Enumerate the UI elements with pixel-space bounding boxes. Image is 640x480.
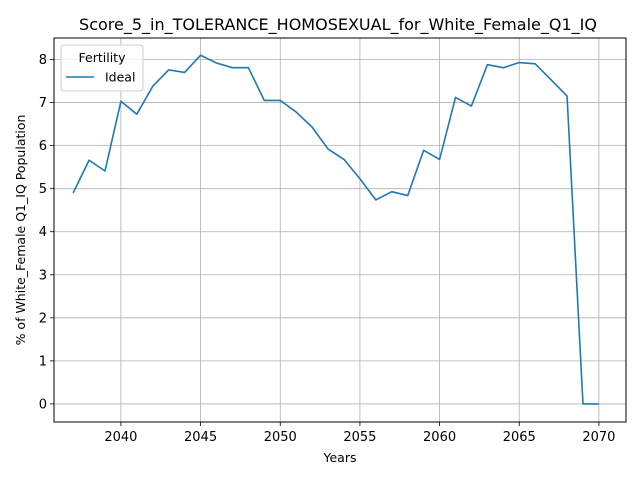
- x-tick-label: 2055: [343, 430, 376, 445]
- y-tick-label: 0: [39, 397, 47, 412]
- y-tick-label: 2: [39, 311, 47, 326]
- x-tick-label: 2050: [264, 430, 297, 445]
- y-tick-label: 3: [39, 268, 47, 283]
- plot-frame: [53, 37, 627, 423]
- x-tick-label: 2065: [503, 430, 536, 445]
- x-tick-label: 2060: [423, 430, 456, 445]
- series-lines: [72, 54, 599, 405]
- y-axis-label: % of White_Female Q1_IQ Population: [13, 115, 28, 346]
- grid-lines: [54, 38, 626, 422]
- legend-label-ideal: Ideal: [105, 70, 135, 85]
- y-tick-label: 1: [39, 354, 47, 369]
- x-axis-label: Years: [323, 450, 357, 465]
- y-tick-label: 5: [39, 182, 47, 197]
- y-tick-label: 8: [39, 53, 47, 68]
- x-tick-label: 2070: [582, 430, 615, 445]
- legend-box: [60, 44, 144, 92]
- y-axis-ticks: 0 1 2 3 4 5 6 7 8: [39, 53, 54, 412]
- y-tick-label: 4: [39, 225, 47, 240]
- x-tick-label: 2045: [184, 430, 217, 445]
- series-line-ideal: [72, 54, 599, 405]
- legend: Fertility Ideal: [60, 44, 144, 92]
- x-axis-ticks: 2040 2045 2050 2055 2060 2065 2070: [104, 422, 615, 445]
- legend-title: Fertility: [79, 50, 127, 65]
- y-tick-label: 7: [39, 96, 47, 111]
- y-tick-label: 6: [39, 139, 47, 154]
- chart-title: Score_5_in_TOLERANCE_HOMOSEXUAL_for_Whit…: [79, 15, 597, 35]
- x-tick-label: 2040: [104, 430, 137, 445]
